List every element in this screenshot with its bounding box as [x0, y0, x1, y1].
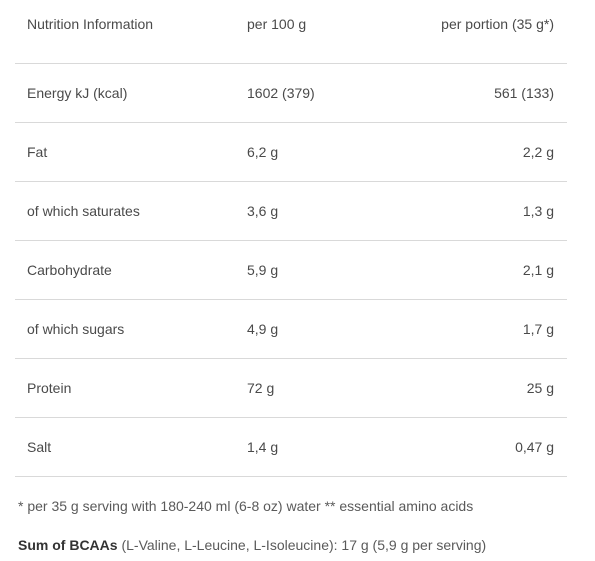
- table-row: Protein 72 g 25 g: [15, 359, 567, 418]
- row-per-100g: 5,9 g: [247, 262, 279, 278]
- table-row: Salt 1,4 g 0,47 g: [15, 418, 567, 477]
- row-per-100g: 3,6 g: [247, 203, 279, 219]
- table-row: of which sugars 4,9 g 1,7 g: [15, 300, 567, 359]
- serving-footnote: * per 35 g serving with 180-240 ml (6-8 …: [18, 498, 474, 514]
- row-per-portion: 1,3 g: [522, 203, 554, 219]
- nutrition-table: Nutrition Information per 100 g per port…: [15, 0, 567, 477]
- row-label: of which saturates: [27, 203, 140, 219]
- table-row: of which saturates 3,6 g 1,3 g: [15, 182, 567, 241]
- table-row: Energy kJ (kcal) 1602 (379) 561 (133): [15, 64, 567, 123]
- row-per-100g: 72 g: [247, 380, 275, 396]
- row-per-100g: 1602 (379): [247, 85, 315, 101]
- row-label: Fat: [27, 144, 48, 160]
- row-label: Protein: [27, 380, 72, 396]
- row-per-portion: 1,7 g: [522, 321, 554, 337]
- row-per-portion: 0,47 g: [515, 439, 554, 455]
- header-per-portion: per portion (35 g*): [441, 16, 554, 32]
- row-per-portion: 25 g: [526, 380, 554, 396]
- row-per-portion: 561 (133): [494, 85, 554, 101]
- header-per-100g: per 100 g: [247, 16, 307, 32]
- table-row: Carbohydrate 5,9 g 2,1 g: [15, 241, 567, 300]
- row-per-100g: 4,9 g: [247, 321, 279, 337]
- row-label: Energy kJ (kcal): [27, 85, 128, 101]
- row-label: Salt: [27, 439, 52, 455]
- table-row: Fat 6,2 g 2,2 g: [15, 123, 567, 182]
- bcaa-note: Sum of BCAAs (L-Valine, L-Leucine, L-Iso…: [18, 537, 486, 553]
- row-per-portion: 2,2 g: [522, 144, 554, 160]
- row-label: of which sugars: [27, 321, 125, 337]
- bcaa-detail: (L-Valine, L-Leucine, L-Isoleucine): 17 …: [117, 537, 487, 553]
- row-label: Carbohydrate: [27, 262, 112, 278]
- row-per-100g: 6,2 g: [247, 144, 279, 160]
- row-per-portion: 2,1 g: [522, 262, 554, 278]
- bcaa-title: Sum of BCAAs: [18, 537, 118, 553]
- row-per-100g: 1,4 g: [247, 439, 279, 455]
- table-header-row: Nutrition Information per 100 g per port…: [15, 0, 567, 64]
- header-nutrition-information: Nutrition Information: [27, 16, 154, 32]
